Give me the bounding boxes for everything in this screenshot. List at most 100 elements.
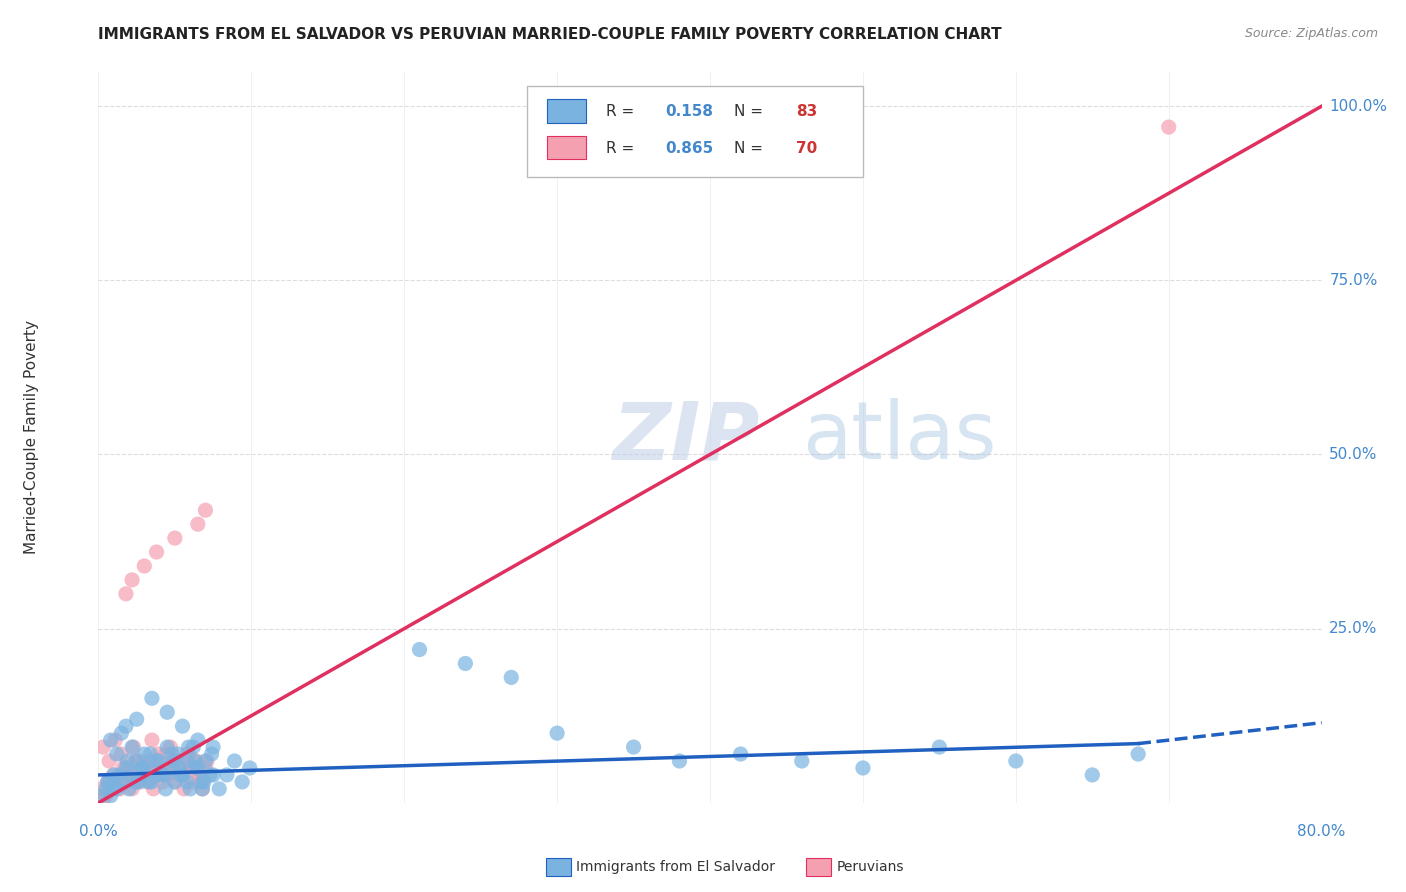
Point — [623, 740, 645, 755]
Point — [172, 768, 194, 782]
Point — [153, 761, 176, 775]
Point — [128, 754, 150, 768]
Point — [127, 775, 149, 789]
Text: atlas: atlas — [801, 398, 995, 476]
Point — [125, 754, 148, 768]
Point — [208, 781, 231, 796]
Point — [90, 789, 112, 803]
Point — [121, 781, 143, 796]
Point — [928, 740, 950, 755]
Point — [160, 754, 183, 768]
Point — [117, 754, 139, 768]
Point — [239, 761, 262, 775]
Point — [190, 775, 212, 789]
Point — [135, 768, 157, 782]
Point — [200, 747, 222, 761]
Point — [97, 775, 120, 789]
Point — [105, 747, 128, 761]
Point — [91, 740, 114, 755]
Point — [129, 761, 152, 775]
Point — [172, 719, 194, 733]
Text: Source: ZipAtlas.com: Source: ZipAtlas.com — [1244, 27, 1378, 40]
Point — [105, 775, 128, 789]
Point — [177, 740, 200, 755]
Point — [139, 754, 162, 768]
Point — [98, 775, 121, 789]
Point — [145, 754, 167, 768]
Point — [194, 761, 217, 775]
Point — [115, 768, 138, 782]
Point — [141, 775, 163, 789]
Point — [121, 768, 143, 782]
Point — [97, 775, 120, 789]
Point — [163, 775, 186, 789]
Point — [1004, 754, 1026, 768]
Text: 75.0%: 75.0% — [1329, 273, 1378, 288]
Point — [100, 789, 122, 803]
Point — [115, 587, 138, 601]
Text: 0.158: 0.158 — [665, 104, 713, 120]
Point — [454, 657, 477, 671]
Point — [149, 768, 172, 782]
Point — [1128, 747, 1150, 761]
Point — [501, 670, 523, 684]
Point — [202, 740, 225, 755]
Point — [136, 761, 159, 775]
Bar — [547, 99, 586, 122]
Point — [128, 775, 150, 789]
Point — [730, 747, 752, 761]
Point — [160, 747, 183, 761]
Text: 50.0%: 50.0% — [1329, 447, 1378, 462]
Point — [176, 747, 198, 761]
Point — [169, 761, 191, 775]
Text: N =: N = — [734, 104, 768, 120]
Point — [125, 712, 148, 726]
Point — [668, 754, 690, 768]
Text: R =: R = — [606, 141, 640, 156]
Point — [163, 531, 186, 545]
Point — [1081, 768, 1104, 782]
Point — [118, 781, 141, 796]
Point — [104, 733, 127, 747]
Text: N =: N = — [734, 141, 768, 156]
Point — [94, 789, 117, 803]
Point — [111, 761, 134, 775]
Point — [198, 768, 221, 782]
Point — [138, 775, 160, 789]
Point — [187, 761, 209, 775]
Point — [179, 781, 201, 796]
Point — [187, 733, 209, 747]
Point — [149, 754, 172, 768]
Point — [165, 754, 187, 768]
Point — [195, 754, 218, 768]
Point — [194, 754, 217, 768]
Point — [176, 775, 198, 789]
Point — [159, 740, 181, 755]
Point — [152, 768, 174, 782]
Point — [108, 781, 131, 796]
Point — [231, 775, 253, 789]
Point — [134, 558, 156, 573]
Point — [156, 705, 179, 719]
Text: R =: R = — [606, 104, 640, 120]
Point — [186, 761, 208, 775]
Text: Immigrants from El Salvador: Immigrants from El Salvador — [576, 860, 776, 874]
Text: 100.0%: 100.0% — [1329, 99, 1388, 113]
Point — [176, 754, 198, 768]
Point — [100, 733, 122, 747]
Point — [100, 781, 122, 796]
Point — [103, 781, 125, 796]
Point — [170, 768, 193, 782]
Point — [184, 761, 207, 775]
Point — [1157, 120, 1180, 134]
Point — [125, 775, 148, 789]
Point — [146, 768, 169, 782]
Point — [94, 781, 117, 796]
Text: 83: 83 — [796, 104, 817, 120]
Point — [103, 768, 125, 782]
Point — [790, 754, 813, 768]
Point — [224, 754, 246, 768]
Point — [186, 754, 208, 768]
Point — [181, 740, 204, 755]
Text: 25.0%: 25.0% — [1329, 621, 1378, 636]
